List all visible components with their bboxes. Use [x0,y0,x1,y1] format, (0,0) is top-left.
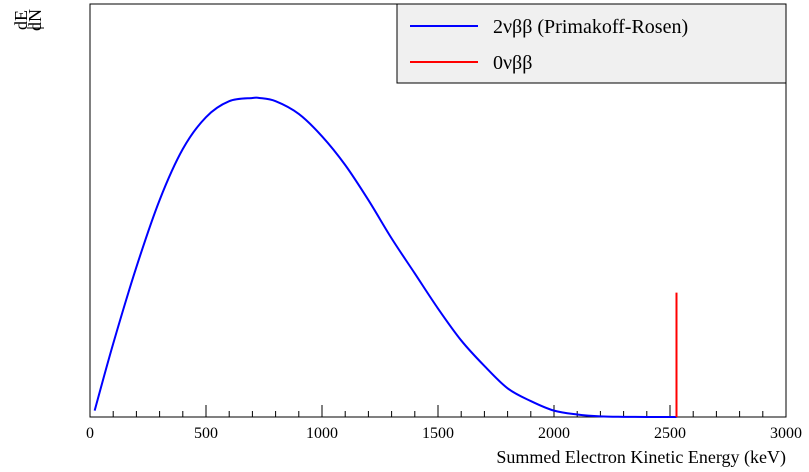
x-axis: 0 500 1000 1500 2000 2500 3000 [86,405,802,442]
legend-box [396,3,787,84]
y-axis-label-numerator: dN [25,9,45,31]
x-tick-label: 2500 [654,425,686,442]
legend-label-0nbb: 0νββ [493,52,532,74]
x-tick-label: 3000 [770,425,802,442]
y-axis-label-denominator: dE [11,10,31,30]
x-axis-title: Summed Electron Kinetic Energy (keV) [496,447,786,468]
x-tick-label: 1500 [422,425,454,442]
series-line-2nbb [93,96,677,418]
legend: 2νββ (Primakoff-Rosen) 0νββ [396,3,787,84]
y-axis-label: dN dE [11,9,45,31]
legend-label-2nbb: 2νββ (Primakoff-Rosen) [493,16,688,38]
x-tick-label: 0 [86,425,94,442]
series-layer [93,96,678,418]
x-tick-label: 1000 [306,425,338,442]
x-tick-label: 2000 [538,425,570,442]
x-tick-label: 500 [194,425,218,442]
